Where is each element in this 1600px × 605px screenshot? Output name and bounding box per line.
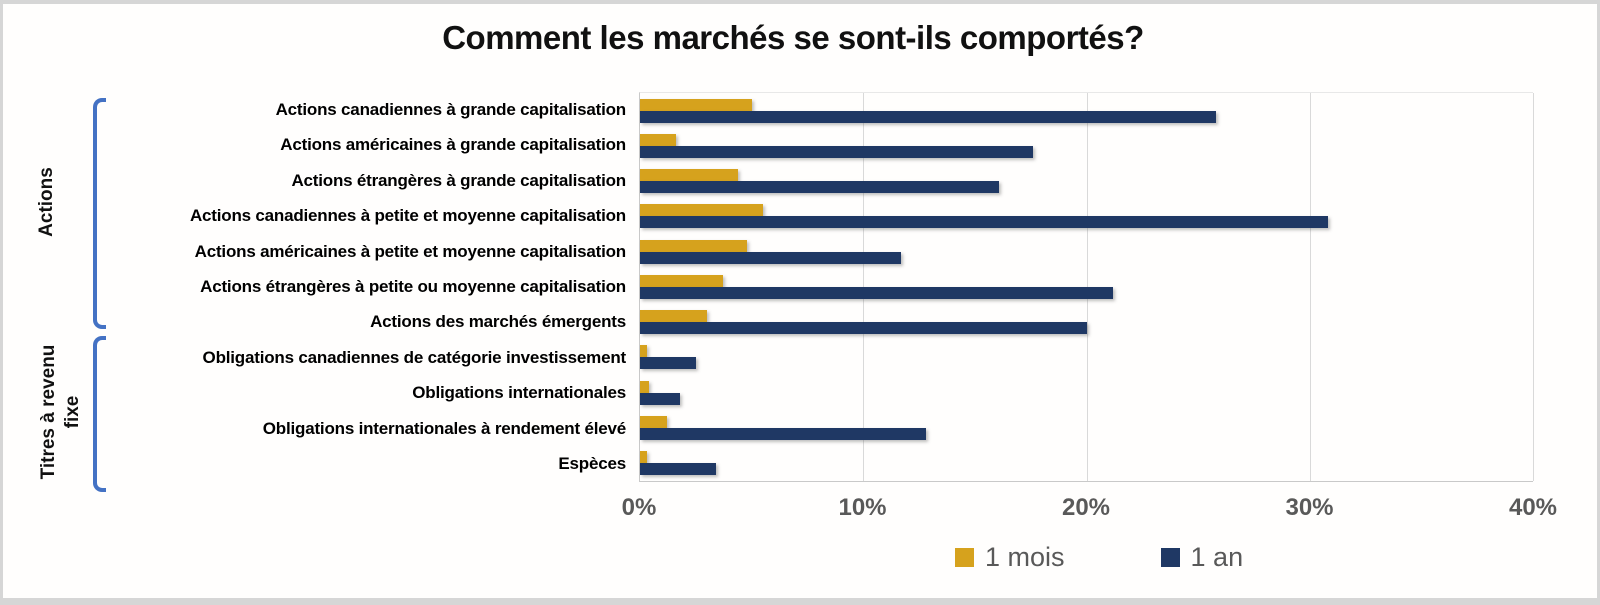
- bar-1-mois: [640, 274, 723, 287]
- chart-title: Comment les marchés se sont-ils comporté…: [442, 19, 1144, 56]
- category-label: Obligations internationales à rendement …: [262, 418, 626, 438]
- gridline: [1309, 93, 1311, 481]
- bar-row: [640, 93, 1533, 128]
- bar-1-an: [640, 392, 681, 405]
- bar-row: [640, 446, 1533, 481]
- category-label: Actions canadiennes à grande capitalisat…: [275, 99, 627, 119]
- legend-swatch-icon: [1160, 548, 1180, 567]
- fixed-income-group-bracket: [93, 336, 106, 492]
- bar-1-mois: [640, 204, 763, 217]
- bar-1-mois: [640, 169, 739, 182]
- bar-row: [640, 199, 1533, 234]
- plot-area: [639, 92, 1534, 482]
- category-label: Obligations canadiennes de catégorie inv…: [202, 347, 627, 367]
- bar-row: [640, 305, 1533, 340]
- category-label: Actions canadiennes à petite et moyenne …: [189, 206, 626, 226]
- bar-1-an: [640, 286, 1114, 299]
- bar-1-mois: [640, 416, 667, 429]
- bar-rows: [640, 93, 1533, 481]
- legend-label: 1 an: [1190, 542, 1244, 572]
- bar-1-an: [640, 463, 716, 476]
- bar-1-an: [640, 110, 1216, 123]
- bar-1-mois: [640, 451, 647, 464]
- legend-item: 1 an: [1160, 542, 1244, 573]
- category-label: Obligations internationales: [412, 383, 626, 403]
- gridline: [1533, 93, 1534, 481]
- category-label: Actions américaines à grande capitalisat…: [280, 135, 626, 155]
- category-label: Actions étrangères à petite ou moyenne c…: [200, 276, 626, 296]
- bar-1-mois: [640, 239, 748, 252]
- bar-row: [640, 128, 1533, 163]
- x-axis-tick-label: 30%: [1285, 494, 1334, 521]
- bar-1-an: [640, 322, 1087, 335]
- bar-1-an: [640, 181, 1000, 194]
- bar-1-an: [640, 357, 696, 370]
- category-label: Espèces: [558, 454, 626, 474]
- category-label: Actions des marchés émergents: [370, 312, 626, 332]
- bar-1-an: [640, 251, 902, 264]
- bar-1-mois: [640, 310, 707, 323]
- bar-row: [640, 234, 1533, 269]
- x-axis-tick-label: 40%: [1508, 494, 1558, 521]
- group-label-fixed-income: Titres à revenu fixe: [38, 344, 83, 480]
- legend: 1 mois 1 an: [955, 542, 1243, 573]
- bar-row: [640, 269, 1533, 304]
- bar-1-mois: [640, 380, 649, 393]
- bar-1-mois: [640, 133, 676, 146]
- bar-row: [640, 410, 1533, 445]
- bar-1-an: [640, 216, 1328, 229]
- x-axis-tick-label: 0%: [621, 494, 657, 521]
- actions-group-bracket: [93, 98, 106, 329]
- legend-item: 1 mois: [955, 542, 1065, 573]
- bar-1-an: [640, 145, 1033, 158]
- bar-1-mois: [640, 345, 647, 358]
- x-axis-tick-label: 10%: [838, 494, 887, 521]
- legend-label: 1 mois: [985, 542, 1065, 572]
- bar-row: [640, 375, 1533, 410]
- bar-1-mois: [640, 98, 752, 111]
- category-label: Actions américaines à petite et moyenne …: [194, 241, 627, 261]
- bar-row: [640, 164, 1533, 199]
- category-axis-labels: Actions canadiennes à grande capitalisat…: [101, 92, 633, 482]
- group-label-actions: Actions: [36, 167, 57, 237]
- legend-swatch-icon: [955, 548, 974, 567]
- category-label: Actions étrangères à grande capitalisati…: [291, 170, 626, 190]
- bar-row: [640, 340, 1533, 375]
- bar-1-an: [640, 428, 926, 441]
- x-axis-tick-label: 20%: [1061, 494, 1111, 521]
